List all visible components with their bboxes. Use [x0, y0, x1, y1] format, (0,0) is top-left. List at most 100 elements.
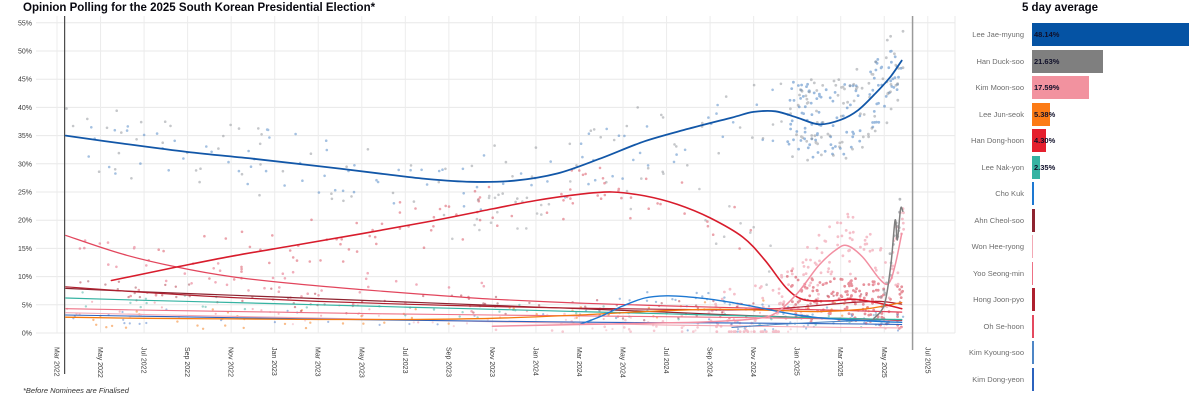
trend-line-kim_moon_soo: [491, 232, 903, 327]
x-tick-label: Mar 2024: [575, 347, 582, 377]
x-tick-label: Jul 2022: [140, 347, 147, 374]
legend-row: Oh Se-hoon: [960, 314, 1200, 338]
scatter-kim_moon_soo: [709, 207, 905, 333]
legend-row: Lee Jun-seok 5.38%: [960, 102, 1200, 126]
x-tick-label: Jul 2024: [662, 347, 669, 374]
trend-line-cho_kuk: [578, 295, 903, 326]
x-tick-label: Nov 2022: [227, 347, 234, 377]
average-value: 17.59%: [1034, 83, 1060, 92]
x-axis-labels: Mar 2022 May 2022 Jul 2022 Sep 2022 Nov 2022…: [53, 347, 931, 378]
scatter-oh_se_hoon: [78, 239, 486, 313]
scatter-kim_dong_yeon: [72, 308, 900, 332]
polling-trend-chart: 0% 5% 10% 15% 20% 25% 30% 35% 40% 45% 50% 55% Mar 20…: [18, 16, 956, 378]
average-bar: [1032, 288, 1035, 311]
legend-row: Won Hee-ryong: [960, 235, 1200, 258]
average-bar: [1032, 49, 1103, 73]
legend-candidate-label: Won Hee-ryong: [971, 242, 1024, 251]
x-tick-label: Sep 2023: [444, 347, 451, 377]
trend-line-han_duck_soo: [872, 206, 904, 320]
average-bar: [1032, 341, 1034, 364]
scatter-lee_jae_myung: [789, 29, 905, 162]
legend-row: Ahn Cheol-soo: [960, 208, 1200, 232]
legend-candidate-label: Lee Nak-yon: [981, 162, 1024, 172]
scatter-han_dong_hoon: [451, 167, 772, 287]
y-tick-label: 50%: [18, 49, 32, 56]
y-tick-label: 55%: [18, 20, 32, 27]
trend-line-lee_jun_seok: [65, 301, 903, 321]
x-tick-label: Jan 2023: [270, 347, 277, 376]
average-bar: [1032, 23, 1189, 46]
legend-candidate-label: Lee Jun-seok: [978, 109, 1024, 119]
average-bar: [1032, 208, 1035, 232]
y-tick-label: 5%: [22, 302, 32, 309]
scatter-won_hee_ryong: [129, 310, 792, 333]
x-tick-label: Jul 2023: [401, 347, 408, 374]
y-tick-label: 0%: [22, 331, 32, 338]
trend-line-oh_se_hoon: [65, 234, 903, 313]
y-tick-label: 15%: [18, 246, 32, 253]
legend-candidate-label: Han Duck-soo: [976, 56, 1024, 66]
average-bar: [1032, 129, 1047, 152]
chart-footnote: *Before Nominees are Finalised: [23, 386, 129, 395]
legend-row: Kim Moon-soo 17.59%: [960, 76, 1200, 99]
x-tick-label: Mar 2022: [53, 347, 60, 377]
y-tick-label: 10%: [18, 274, 32, 281]
legend-candidate-label: Lee Jae-myung: [972, 30, 1024, 39]
average-bar: [1032, 102, 1050, 126]
legend-row: Cho Kuk: [960, 182, 1200, 205]
average-value: 21.63%: [1034, 56, 1060, 66]
x-tick-label: Jul 2025: [923, 347, 930, 374]
x-tick-label: May 2023: [357, 347, 364, 378]
average-value: 2.35%: [1034, 162, 1056, 172]
y-tick-label: 25%: [18, 190, 32, 197]
scatter-lee_jae_myung: [87, 88, 775, 211]
legend-row: Kim Dong-yeon: [960, 367, 1200, 391]
legend-candidate-label: Hong Joon-pyo: [973, 295, 1024, 304]
five-day-average-panel: 5 day average Lee Jae-myung 48.14% Han Duc…: [960, 0, 1200, 400]
x-tick-label: May 2022: [96, 347, 103, 378]
x-tick-label: Mar 2025: [836, 347, 843, 377]
legend-row: Yoo Seong-min: [960, 261, 1200, 285]
average-value: 5.38%: [1034, 109, 1056, 119]
y-tick-label: 20%: [18, 218, 32, 225]
average-bar: [1032, 155, 1040, 179]
average-bar: [1032, 314, 1034, 338]
legend-candidate-label: Cho Kuk: [995, 189, 1024, 198]
trend-line-yoo_seong_min: [65, 308, 903, 322]
x-tick-label: Jan 2025: [793, 347, 800, 376]
trend-line-won_hee_ryong: [65, 312, 903, 329]
trend-line-han_dong_hoon: [110, 191, 903, 310]
legend-row: Han Duck-soo 21.63%: [960, 49, 1200, 73]
y-tick-label: 40%: [18, 105, 32, 112]
legend-row: Lee Nak-yon 2.35%: [960, 155, 1200, 179]
legend-title: 5 day average: [1021, 2, 1099, 14]
x-tick-label: May 2024: [619, 347, 626, 378]
average-value: 4.30%: [1034, 136, 1056, 145]
legend-candidate-label: Ahn Cheol-soo: [974, 215, 1024, 225]
y-tick-label: 35%: [18, 133, 32, 140]
trend-line-hong_joon_pyo: [65, 286, 903, 311]
legend-row: Han Dong-hoon 4.30%: [960, 129, 1200, 152]
x-tick-label: Sep 2024: [706, 347, 713, 377]
x-tick-label: Nov 2023: [488, 347, 495, 377]
y-tick-label: 45%: [18, 77, 32, 84]
trend-line-kim_kyoung_soo: [731, 318, 903, 328]
trend-line-lee_jae_myung: [64, 59, 903, 183]
legend-candidate-label: Kim Dong-yeon: [972, 374, 1024, 384]
legend-row: Kim Kyoung-soo: [960, 341, 1200, 364]
legend-candidate-label: Kim Kyoung-soo: [968, 348, 1024, 357]
x-tick-label: Nov 2024: [749, 347, 756, 377]
average-bar: [1032, 261, 1034, 285]
trend-lines: [64, 59, 904, 329]
page-title: Opinion Polling for the 2025 South Korea…: [23, 2, 376, 14]
x-tick-label: Sep 2022: [183, 347, 190, 377]
legend-candidate-label: Kim Moon-soo: [975, 83, 1024, 92]
y-axis-labels: 0% 5% 10% 15% 20% 25% 30% 35% 40% 45% 50% 55%: [18, 20, 32, 337]
y-tick-label: 30%: [18, 161, 32, 168]
scatter-lee_jae_myung: [65, 82, 783, 217]
legend-candidate-label: Yoo Seong-min: [972, 268, 1024, 278]
x-tick-label: Mar 2023: [314, 347, 321, 377]
x-tick-label: Jan 2024: [531, 347, 538, 376]
average-bar: [1032, 182, 1034, 205]
